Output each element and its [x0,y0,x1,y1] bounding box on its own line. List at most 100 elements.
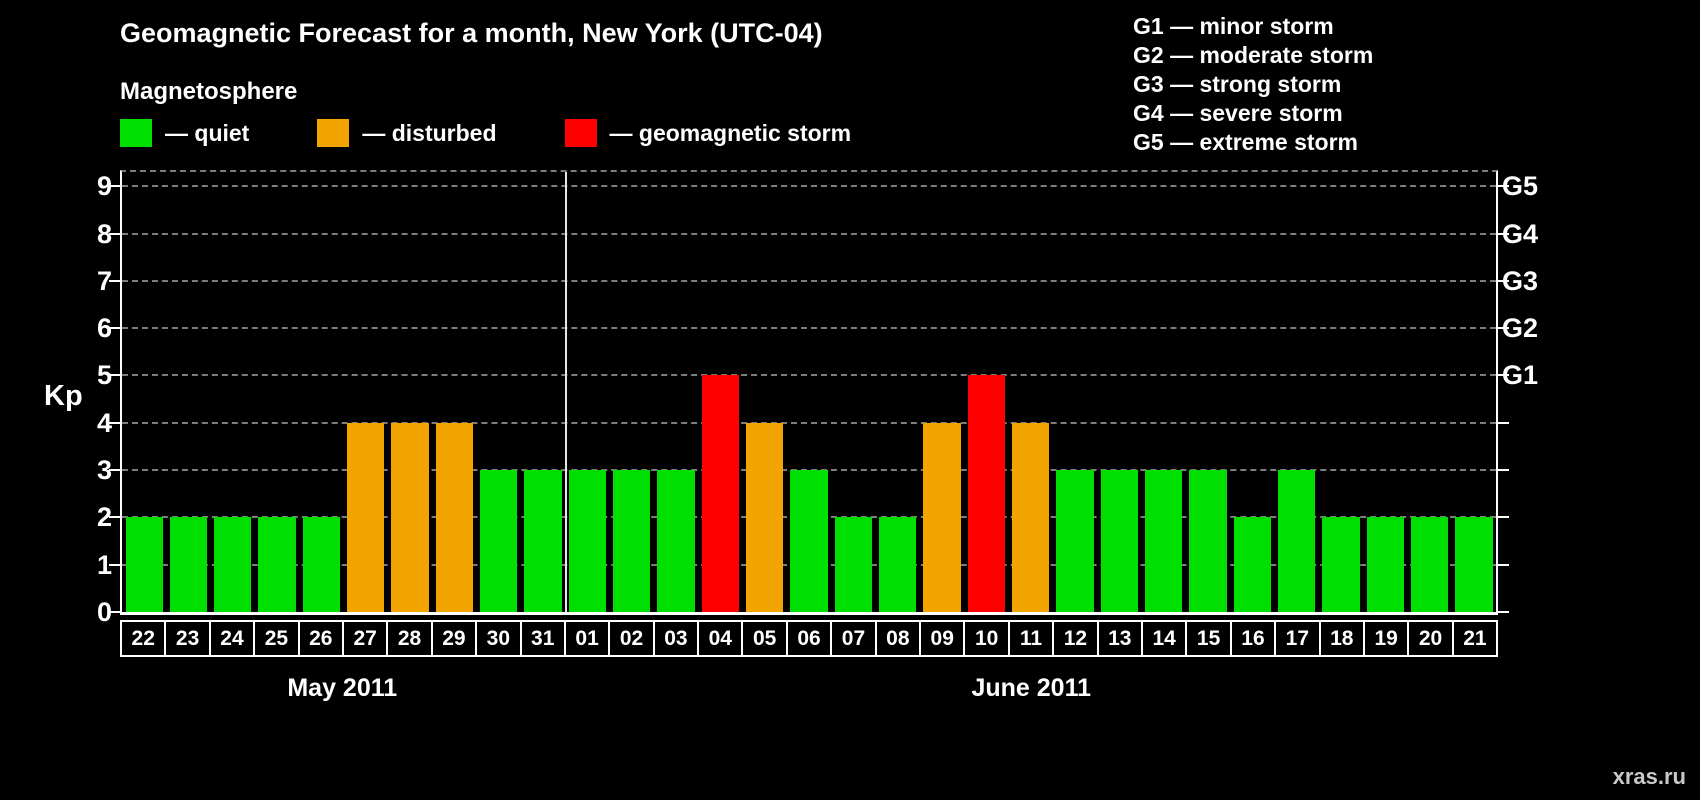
kp-bar-slot [654,172,698,612]
day-label-cell: 17 [1274,622,1318,655]
kp-bar [1233,517,1272,612]
kp-tick-mark-right [1498,469,1509,472]
month-label-june: June 2011 [971,674,1092,702]
g-tick-label: G1 [1502,360,1539,391]
kp-bar [258,517,296,612]
kp-bar-slot [698,172,742,612]
day-label-cell: 15 [1185,622,1229,655]
kp-bar [1100,470,1139,612]
day-label-cell: 20 [1407,622,1451,655]
kp-bar-slot [122,172,166,612]
kp-gridline [122,421,1496,424]
kp-bar-slot [743,172,787,612]
legend-item-disturbed: — disturbed [317,119,497,147]
day-label-cell: 12 [1052,622,1096,655]
g-tick-label: G5 [1502,171,1539,202]
kp-gridline [122,279,1496,282]
g-tick-label: G2 [1502,313,1539,344]
day-label-cell: 21 [1451,622,1496,655]
kp-bar-slot [1009,172,1053,612]
kp-bar [435,422,474,612]
kp-bar-slot [831,172,875,612]
kp-tick-mark [109,327,120,330]
day-label-cell: 05 [741,622,785,655]
kp-tick-mark [109,185,120,188]
g-tick-label: G3 [1502,265,1539,296]
kp-bar-slot [166,172,210,612]
kp-tick-mark-right [1498,421,1509,424]
g-legend-line-g1: G1 — minor storm [1133,13,1334,39]
kp-bar [1455,517,1493,612]
kp-bar [347,422,385,612]
kp-bar-slot [920,172,964,612]
disturbed-color-swatch [317,119,350,147]
kp-bar-slot [1097,172,1141,612]
kp-gridline [122,185,1496,188]
day-label-cell: 29 [430,622,475,655]
kp-tick-mark-right [1498,516,1509,519]
kp-bar-slot [1053,172,1097,612]
day-label-cell: 08 [874,622,919,655]
storm-color-swatch [564,119,597,147]
day-label-cell: 11 [1007,622,1052,655]
kp-bar [568,470,607,612]
kp-bar-slot [344,172,388,612]
kp-bar [1012,422,1050,612]
kp-gridline [122,232,1496,235]
kp-bar [879,517,917,612]
kp-bar [1189,470,1227,612]
g-legend-line-g5: G5 — extreme storm [1133,129,1358,155]
kp-bar-slot [1408,172,1452,612]
kp-bar [657,470,695,612]
g-scale-legend: G1 — minor storm G2 — moderate storm G3 … [1133,12,1373,157]
month-separator-line [565,172,568,612]
kp-tick-label: 5 [96,360,112,391]
day-label-cell: 09 [919,622,963,655]
month-label-may: May 2011 [287,674,398,702]
kp-bar [790,470,828,612]
kp-bar [746,422,784,612]
kp-tick-label: 4 [96,407,112,438]
kp-bar [302,517,341,612]
kp-bar-slot [1363,172,1407,612]
kp-tick-mark [109,279,120,282]
day-label-cell: 13 [1096,622,1141,655]
day-label-cell: 01 [563,622,608,655]
month-labels-row: May 2011 June 2011 [120,674,1498,703]
kp-bar-slot [1275,172,1319,612]
kp-bar [391,422,429,612]
kp-bar-slot [388,172,432,612]
kp-tick-mark [109,374,120,377]
kp-bar-slot [876,172,920,612]
kp-bar [125,517,163,612]
kp-bar-slot [610,172,654,612]
legend-label-disturbed: — disturbed [362,119,497,146]
magnetosphere-legend: — quiet — disturbed — geomagnetic storm [120,119,851,147]
kp-bar [701,375,740,612]
day-label-cell: 02 [608,622,652,655]
g-legend-line-g4: G4 — severe storm [1133,100,1343,126]
day-label-cell: 10 [963,622,1007,655]
day-label-cell: 18 [1318,622,1363,655]
kp-tick-mark [109,421,120,424]
day-label-cell: 06 [785,622,830,655]
g-tick-label: G4 [1502,218,1539,249]
kp-tick-mark [109,516,120,519]
kp-tick-label: 0 [96,597,112,627]
kp-bar-slot [1319,172,1363,612]
day-label-cell: 14 [1140,622,1185,655]
kp-bar [967,375,1006,612]
kp-tick-mark-right [1498,232,1509,235]
kp-tick-mark-right [1498,563,1509,566]
kp-tick-label: 3 [96,455,112,486]
kp-bar [1322,517,1360,612]
kp-bar-slot [1230,172,1274,612]
kp-tick-mark-right [1498,374,1509,377]
day-label-cell: 26 [297,622,342,655]
kp-tick-label: 8 [96,218,112,249]
day-label-cell: 30 [475,622,519,655]
day-label-cell: 07 [830,622,874,655]
kp-bar [169,517,208,612]
watermark: xras.ru [1612,764,1686,789]
